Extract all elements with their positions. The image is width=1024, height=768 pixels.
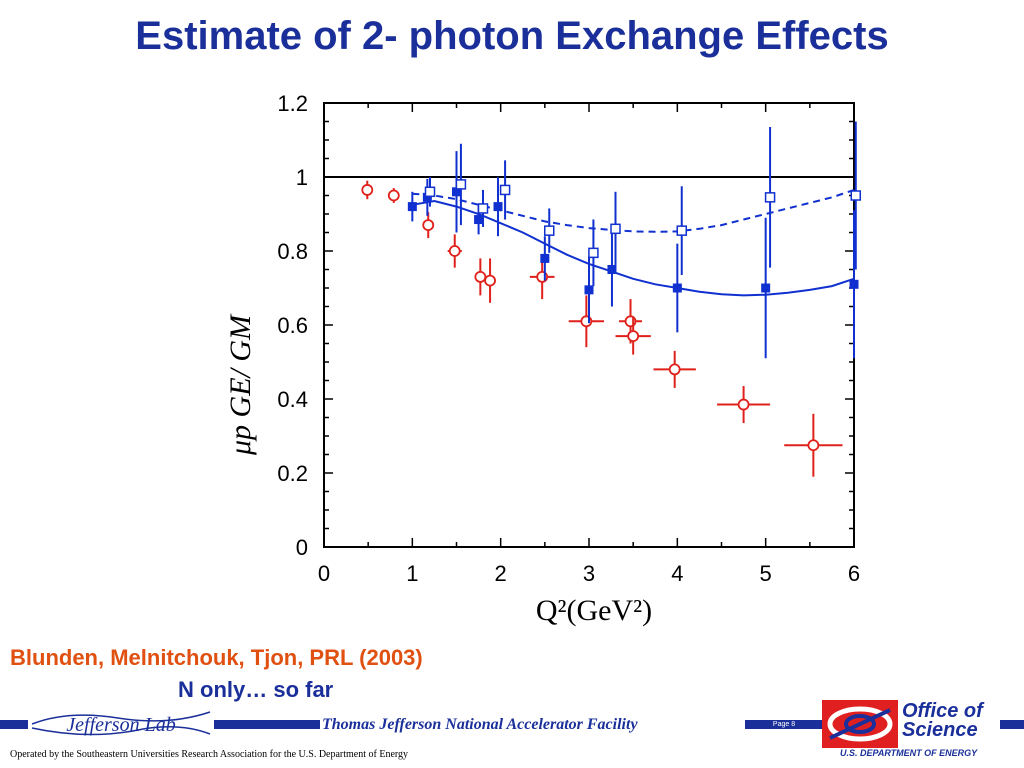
x-tick-label: 2 (495, 561, 507, 586)
filled-square-point (849, 210, 859, 359)
office-line-1: Office of (902, 700, 983, 722)
marker (850, 190, 862, 201)
y-tick-label: 0 (296, 535, 308, 560)
open-square-point (499, 160, 511, 220)
marker (484, 274, 496, 287)
marker (544, 225, 555, 236)
filled-square-point (540, 236, 550, 281)
open-square-point (764, 127, 776, 268)
citation: Blunden, Melnitchouk, Tjon, PRL (2003) (10, 645, 423, 670)
footer-bar (212, 720, 320, 729)
jefferson-lab-logo: Jefferson Lab (28, 704, 214, 744)
lab-logo-text: Jefferson Lab (66, 714, 175, 736)
marker (764, 192, 776, 203)
solid-model-curve (412, 199, 855, 297)
note: N only… so far (178, 677, 334, 702)
open-square-point (588, 219, 599, 287)
axis-ticks: 0 1 2 3 4 5 6 0 0.2 0.4 0.6 0.8 1 1.2 (277, 91, 860, 586)
filled-square-point (422, 178, 432, 216)
x-axis-label: Q²(GeV²) (536, 594, 652, 627)
marker (761, 283, 771, 293)
open-square-point (610, 191, 621, 266)
marker (448, 245, 461, 257)
open-square-point (477, 189, 489, 227)
marker (422, 219, 435, 232)
marker (387, 189, 400, 202)
marker (737, 398, 750, 411)
y-tick-label: 0.2 (277, 461, 308, 486)
open-square-point (455, 143, 467, 226)
marker (540, 253, 550, 263)
open-circle-point (615, 317, 651, 355)
chart-figure: 0 1 2 3 4 5 6 0 0.2 0.4 0.6 0.8 1 1.2 Q²(GeV²) μp GE/… (224, 91, 862, 627)
marker (474, 215, 484, 225)
data-points (361, 121, 862, 477)
filled-square-point (493, 177, 503, 237)
marker (588, 247, 599, 259)
marker (610, 223, 621, 235)
open-circle-point (387, 188, 400, 203)
open-square-point (544, 208, 555, 253)
marker (424, 186, 436, 198)
open-circle-point (568, 295, 605, 348)
facility-name: Thomas Jefferson National Accelerator Fa… (322, 716, 638, 733)
x-tick-label: 5 (760, 561, 772, 586)
marker (361, 184, 374, 196)
marker (407, 202, 417, 212)
marker (422, 192, 432, 202)
marker (807, 439, 820, 452)
footer-bar (1000, 720, 1024, 729)
x-tick-label: 3 (583, 561, 595, 586)
marker (607, 265, 617, 274)
page-number: Page 8 (772, 721, 796, 728)
open-circle-point (717, 386, 771, 424)
marker (676, 225, 687, 236)
open-circle-point (422, 212, 435, 239)
x-tick-label: 6 (848, 561, 860, 586)
marker (452, 187, 461, 197)
slide-title: Estimate of 2- photon Exchange Effects (135, 14, 889, 58)
filled-square-point (584, 256, 594, 324)
x-tick-label: 0 (318, 561, 330, 586)
filled-square-point (452, 151, 461, 233)
y-axis-label: μp GE/ GM (224, 313, 257, 456)
open-square-point (676, 186, 687, 276)
open-circle-point (784, 413, 843, 477)
office-of-science-text: Office of Science (902, 700, 983, 741)
open-square-point (424, 177, 436, 207)
marker (474, 270, 487, 283)
marker (499, 184, 511, 196)
footer-bar (745, 720, 823, 729)
x-tick-label: 1 (406, 561, 418, 586)
open-square-point (850, 121, 862, 270)
marker (584, 285, 594, 295)
marker (627, 330, 640, 343)
filled-square-point (407, 191, 417, 222)
marker (672, 283, 682, 293)
open-circle-point (447, 234, 462, 268)
y-tick-label: 0.6 (277, 313, 308, 338)
filled-square-point (761, 217, 771, 359)
x-tick-label: 4 (671, 561, 683, 586)
doe-label: U.S. DEPARTMENT OF ENERGY (840, 748, 978, 758)
y-tick-label: 1 (296, 165, 308, 190)
filled-square-point (672, 243, 682, 333)
y-tick-label: 0.8 (277, 239, 308, 264)
marker (849, 279, 859, 289)
open-circle-point (653, 350, 696, 388)
marker (493, 202, 503, 212)
open-circle-point (361, 180, 374, 200)
operated-by: Operated by the Southeastern Universitie… (10, 749, 409, 760)
y-tick-label: 0.4 (277, 387, 308, 412)
open-circle-point (474, 258, 487, 296)
office-of-science-logo-icon (822, 700, 898, 748)
marker (477, 203, 489, 214)
y-tick-label: 1.2 (277, 91, 308, 116)
open-circle-point (484, 258, 496, 303)
office-line-2: Science (902, 719, 978, 741)
marker (455, 179, 467, 190)
marker (668, 363, 681, 376)
filled-square-point (607, 232, 617, 307)
